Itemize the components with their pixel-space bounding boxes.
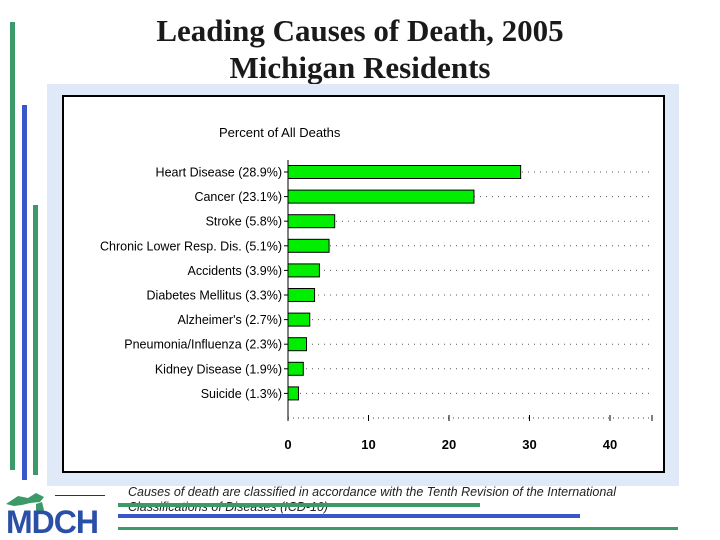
- michigan-lower-peninsula-icon: [36, 502, 44, 514]
- x-tick-label: 30: [522, 437, 536, 452]
- bar: [287, 165, 522, 179]
- category-label: Cancer (23.1%): [194, 190, 282, 204]
- bar: [287, 189, 475, 204]
- slide-title-line-1: Leading Causes of Death, 2005: [156, 13, 564, 48]
- bar: [287, 361, 304, 376]
- chart-caption: Causes of death are classified in accord…: [128, 485, 617, 514]
- category-label: Chronic Lower Resp. Dis. (5.1%): [100, 239, 282, 253]
- bar: [287, 263, 320, 278]
- category-label: Alzheimer's (2.7%): [178, 313, 283, 327]
- logo-text: MDCH: [6, 504, 99, 540]
- mdch-logo: [6, 493, 44, 514]
- category-label: Stroke (5.8%): [206, 215, 282, 229]
- bar: [287, 288, 316, 302]
- bar-series: [287, 165, 522, 401]
- category-labels: Heart Disease (28.9%) Cancer (23.1%) Strok…: [100, 166, 282, 401]
- x-tick-label: 10: [361, 437, 375, 452]
- grid-lines: [288, 171, 652, 394]
- bar: [287, 337, 308, 352]
- footer-line-green-bottom: [118, 527, 678, 530]
- accent-bar-left-blue: [22, 105, 27, 480]
- category-label: Diabetes Mellitus (3.3%): [147, 289, 282, 303]
- footer-line-green: [118, 503, 480, 507]
- x-tick-label: 20: [442, 437, 456, 452]
- category-label: Accidents (3.9%): [188, 264, 282, 278]
- michigan-map-icon: [6, 493, 44, 506]
- category-label: Suicide (1.3%): [201, 387, 282, 401]
- x-tick-label: 0: [284, 437, 291, 452]
- category-label: Heart Disease (28.9%): [156, 166, 282, 180]
- slide-title: Leading Causes of Death, 2005 Michigan R…: [60, 12, 660, 86]
- bar: [287, 214, 336, 229]
- x-tick-label: 40: [603, 437, 617, 452]
- slide-title-line-2: Michigan Residents: [229, 50, 491, 85]
- chart-frame: [62, 95, 665, 473]
- bar: [287, 386, 299, 401]
- bar: [287, 312, 311, 327]
- bar: [287, 238, 330, 253]
- accent-bar-left-green: [10, 22, 15, 470]
- footer-line-dark: [55, 495, 105, 496]
- accent-bar-left-green-short: [33, 205, 38, 475]
- footer-line-blue: [118, 514, 580, 518]
- tick-labels: 0 10 20 30 40: [284, 437, 617, 452]
- category-label: Kidney Disease (1.9%): [155, 362, 282, 376]
- chart-title: Percent of All Deaths: [219, 125, 341, 140]
- category-label: Pneumonia/Influenza (2.3%): [124, 338, 282, 352]
